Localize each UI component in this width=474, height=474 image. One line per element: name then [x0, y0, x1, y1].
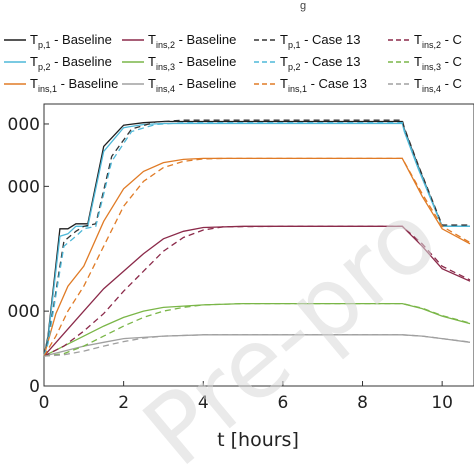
legend-entry: Tp,2 - Case 13 — [280, 54, 360, 72]
legend: Tp,1 - Baseline Tp,2 - Baseline Tins,1 - B… — [4, 32, 462, 94]
series-line-ins-4-case13 — [43, 334, 471, 357]
series-line-ins-3-case13 — [43, 302, 471, 357]
series-line-ins-2-case13 — [43, 225, 471, 357]
legend-entry: Tins,3 - Baseline — [148, 54, 236, 72]
legend-entry: Tp,1 - Case 13 — [280, 32, 360, 50]
legend-entry: Tins,4 - C — [414, 76, 462, 94]
legend-entry: Tins,3 - C — [414, 54, 462, 72]
x-tick-label: 4 — [198, 393, 209, 413]
x-tick-label: 6 — [277, 393, 288, 413]
y-tick-label: 000 — [8, 115, 40, 135]
y-tick-label: 0 — [29, 377, 40, 397]
series-line-ins-2-baseline — [43, 225, 471, 357]
y-tick-label: 000 — [8, 302, 40, 322]
x-tick-label: 0 — [39, 393, 50, 413]
x-axis: 0 2 4 6 8 10 — [39, 381, 453, 413]
y-tick-label: 000 — [8, 177, 40, 197]
series-line-p-1-case13 — [43, 119, 470, 357]
legend-entry: Tp,1 - Baseline — [30, 32, 112, 50]
x-tick-label: 10 — [431, 393, 453, 413]
x-axis-label: t [hours] — [217, 429, 299, 451]
series-lines — [43, 119, 471, 357]
legend-entry: Tp,2 - Baseline — [30, 54, 112, 72]
plot-frame — [43, 103, 474, 387]
top-fragment: g — [300, 0, 306, 12]
legend-entry: Tins,2 - C — [414, 32, 462, 50]
x-tick-label: 2 — [118, 393, 129, 413]
legend-entry: Tins,1 - Baseline — [30, 76, 118, 94]
series-line-p-2-case13 — [43, 122, 470, 357]
series-line-ins-1-case13 — [43, 157, 471, 357]
x-tick-label: 8 — [357, 393, 368, 413]
legend-entry: Tins,1 - Case 13 — [280, 76, 367, 94]
legend-entry: Tins,4 - Baseline — [148, 76, 236, 94]
legend-entry: Tins,2 - Baseline — [148, 32, 236, 50]
